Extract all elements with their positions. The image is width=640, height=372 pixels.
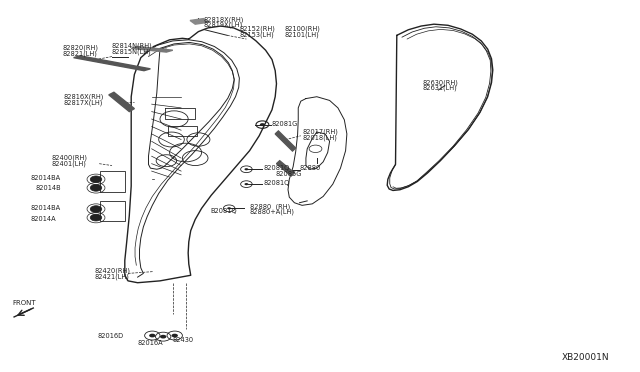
Text: 82817X(LH): 82817X(LH) [64, 99, 104, 106]
Circle shape [90, 206, 102, 212]
Text: 82814N(RH): 82814N(RH) [112, 42, 153, 49]
Text: 82014B: 82014B [35, 185, 61, 191]
Text: B2081Q: B2081Q [210, 208, 237, 214]
Text: 82631(LH): 82631(LH) [422, 85, 457, 92]
Polygon shape [131, 46, 173, 52]
Circle shape [244, 168, 248, 170]
Text: 82016A: 82016A [138, 340, 163, 346]
Circle shape [227, 207, 231, 209]
Text: 82085G: 82085G [275, 171, 301, 177]
Text: 82400(RH): 82400(RH) [51, 155, 87, 161]
Text: 82100(RH): 82100(RH) [285, 26, 321, 32]
Bar [100, 171, 125, 192]
Text: 82016D: 82016D [97, 333, 124, 339]
Text: 82819X(LH): 82819X(LH) [204, 21, 243, 28]
Circle shape [90, 185, 102, 191]
Text: 82815N(LH): 82815N(LH) [112, 48, 152, 55]
Text: 82420(RH): 82420(RH) [95, 267, 131, 274]
Text: 82880: 82880 [300, 165, 321, 171]
Text: 82014BA: 82014BA [31, 205, 61, 211]
Text: XB20001N: XB20001N [562, 353, 609, 362]
Text: 82880+A(LH): 82880+A(LH) [250, 209, 294, 215]
Polygon shape [276, 161, 294, 176]
Text: 82153(LH): 82153(LH) [240, 31, 275, 38]
Polygon shape [275, 131, 296, 151]
Text: 82081G: 82081G [272, 121, 298, 126]
Text: 82818X(RH): 82818X(RH) [204, 16, 244, 23]
Text: 82101(LH): 82101(LH) [285, 31, 319, 38]
Circle shape [90, 214, 102, 221]
Text: 82821(LH): 82821(LH) [63, 50, 97, 57]
Text: 82880  (RH): 82880 (RH) [250, 203, 290, 210]
Text: 82401(LH): 82401(LH) [51, 160, 86, 167]
Text: 82816X(RH): 82816X(RH) [64, 93, 104, 100]
Polygon shape [190, 19, 208, 24]
Circle shape [149, 334, 156, 337]
Text: 82017(RH): 82017(RH) [302, 129, 338, 135]
Circle shape [244, 183, 248, 185]
Circle shape [172, 334, 178, 337]
Circle shape [90, 176, 102, 183]
Text: 82152(RH): 82152(RH) [240, 26, 276, 32]
Text: 82630(RH): 82630(RH) [422, 79, 458, 86]
Text: 82421(LH): 82421(LH) [95, 273, 129, 280]
Text: 82018(LH): 82018(LH) [302, 134, 337, 141]
Polygon shape [109, 92, 134, 112]
Polygon shape [74, 56, 150, 71]
Text: 82014A: 82014A [31, 216, 56, 222]
Text: FRONT: FRONT [13, 300, 36, 306]
Text: 82430: 82430 [173, 337, 194, 343]
Text: 82081Q: 82081Q [264, 165, 290, 171]
Text: 82820(RH): 82820(RH) [63, 44, 99, 51]
Text: 82081Q: 82081Q [264, 180, 290, 186]
Circle shape [160, 335, 166, 339]
Text: 82014BA: 82014BA [31, 175, 61, 181]
Circle shape [260, 123, 265, 126]
Bar [100, 201, 125, 221]
